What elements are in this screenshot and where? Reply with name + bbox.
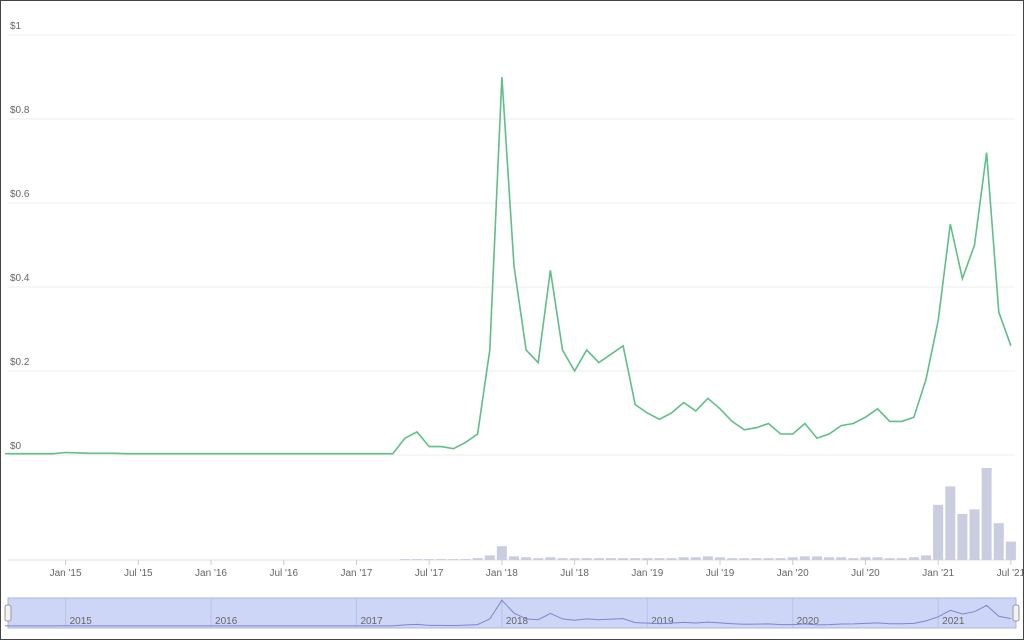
volume-bar bbox=[884, 558, 895, 560]
volume-bar bbox=[642, 558, 653, 560]
volume-bar bbox=[605, 558, 616, 560]
volume-bar bbox=[1005, 541, 1016, 560]
x-tick-label: Jul '19 bbox=[706, 568, 735, 579]
x-tick-label: Jul '20 bbox=[851, 568, 880, 579]
x-tick-label: Jul '21 bbox=[997, 568, 1024, 579]
volume-bar bbox=[763, 558, 774, 560]
volume-bar bbox=[424, 559, 435, 560]
volume-bar bbox=[908, 557, 919, 560]
y-tick-label: $0.8 bbox=[10, 105, 30, 116]
navigator-label: 2019 bbox=[651, 616, 674, 627]
volume-bar bbox=[436, 559, 447, 560]
x-tick-label: Jan '19 bbox=[631, 568, 663, 579]
volume-bar bbox=[690, 557, 701, 560]
volume-bar bbox=[751, 558, 762, 560]
volume-bar bbox=[569, 558, 580, 560]
volume-bar bbox=[872, 557, 883, 560]
x-tick-label: Jul '18 bbox=[560, 568, 589, 579]
volume-bar bbox=[896, 558, 907, 560]
volume-bar bbox=[727, 558, 738, 560]
volume-bar bbox=[484, 555, 495, 560]
volume-bar bbox=[811, 556, 822, 560]
volume-bar bbox=[472, 558, 483, 560]
price-line bbox=[5, 76, 1012, 455]
volume-bar bbox=[581, 558, 592, 560]
volume-bar bbox=[412, 559, 423, 560]
volume-bar bbox=[993, 523, 1004, 560]
volume-bar bbox=[702, 556, 713, 560]
volume-bar bbox=[448, 559, 459, 560]
volume-bar bbox=[981, 468, 992, 560]
volume-bar bbox=[666, 558, 677, 560]
volume-bar bbox=[739, 558, 750, 560]
x-tick-label: Jul '16 bbox=[269, 568, 298, 579]
volume-bar bbox=[969, 509, 980, 560]
volume-bar bbox=[848, 558, 859, 560]
volume-bar bbox=[860, 557, 871, 560]
volume-bar bbox=[533, 558, 544, 560]
volume-bar bbox=[945, 486, 956, 560]
navigator-label: 2020 bbox=[797, 616, 820, 627]
volume-bar bbox=[630, 558, 641, 560]
volume-bar bbox=[618, 558, 629, 560]
volume-bar bbox=[824, 557, 835, 560]
x-tick-label: Jan '20 bbox=[777, 568, 809, 579]
volume-bar bbox=[921, 555, 932, 560]
x-tick-label: Jan '15 bbox=[50, 568, 82, 579]
volume-bar bbox=[957, 514, 968, 560]
x-tick-label: Jan '16 bbox=[195, 568, 227, 579]
volume-bar bbox=[654, 558, 665, 560]
navigator-label: 2015 bbox=[70, 616, 93, 627]
volume-bar bbox=[545, 557, 556, 560]
volume-bar bbox=[715, 557, 726, 560]
navigator-handle-right bbox=[1012, 604, 1020, 622]
volume-bar bbox=[496, 546, 507, 560]
y-tick-label: $0 bbox=[10, 441, 22, 452]
y-tick-label: $0.2 bbox=[10, 357, 30, 368]
volume-bar bbox=[460, 559, 471, 560]
volume-bar bbox=[775, 558, 786, 560]
volume-bar bbox=[678, 557, 689, 560]
x-tick-label: Jan '21 bbox=[922, 568, 954, 579]
y-tick-label: $0.4 bbox=[10, 273, 30, 284]
volume-bar bbox=[787, 557, 798, 560]
volume-bar bbox=[521, 557, 532, 560]
y-tick-label: $0.6 bbox=[10, 189, 30, 200]
volume-bar bbox=[557, 558, 568, 560]
navigator-label: 2016 bbox=[215, 616, 238, 627]
y-tick-label: $1 bbox=[10, 21, 22, 32]
x-tick-label: Jul '17 bbox=[415, 568, 444, 579]
navigator-label: 2018 bbox=[506, 616, 529, 627]
navigator-label: 2017 bbox=[360, 616, 383, 627]
volume-bar bbox=[509, 556, 519, 560]
volume-bar bbox=[799, 556, 810, 560]
volume-bar bbox=[933, 504, 944, 560]
navigator-handle-left bbox=[4, 604, 12, 622]
volume-bar bbox=[593, 558, 604, 560]
x-tick-label: Jul '15 bbox=[124, 568, 153, 579]
x-tick-label: Jan '17 bbox=[340, 568, 372, 579]
navigator-label: 2021 bbox=[942, 616, 965, 627]
x-tick-label: Jan '18 bbox=[486, 568, 518, 579]
navigator-line bbox=[5, 599, 1011, 627]
navigator-mask bbox=[7, 597, 1017, 629]
volume-bar bbox=[399, 559, 410, 560]
volume-bar bbox=[836, 557, 847, 560]
